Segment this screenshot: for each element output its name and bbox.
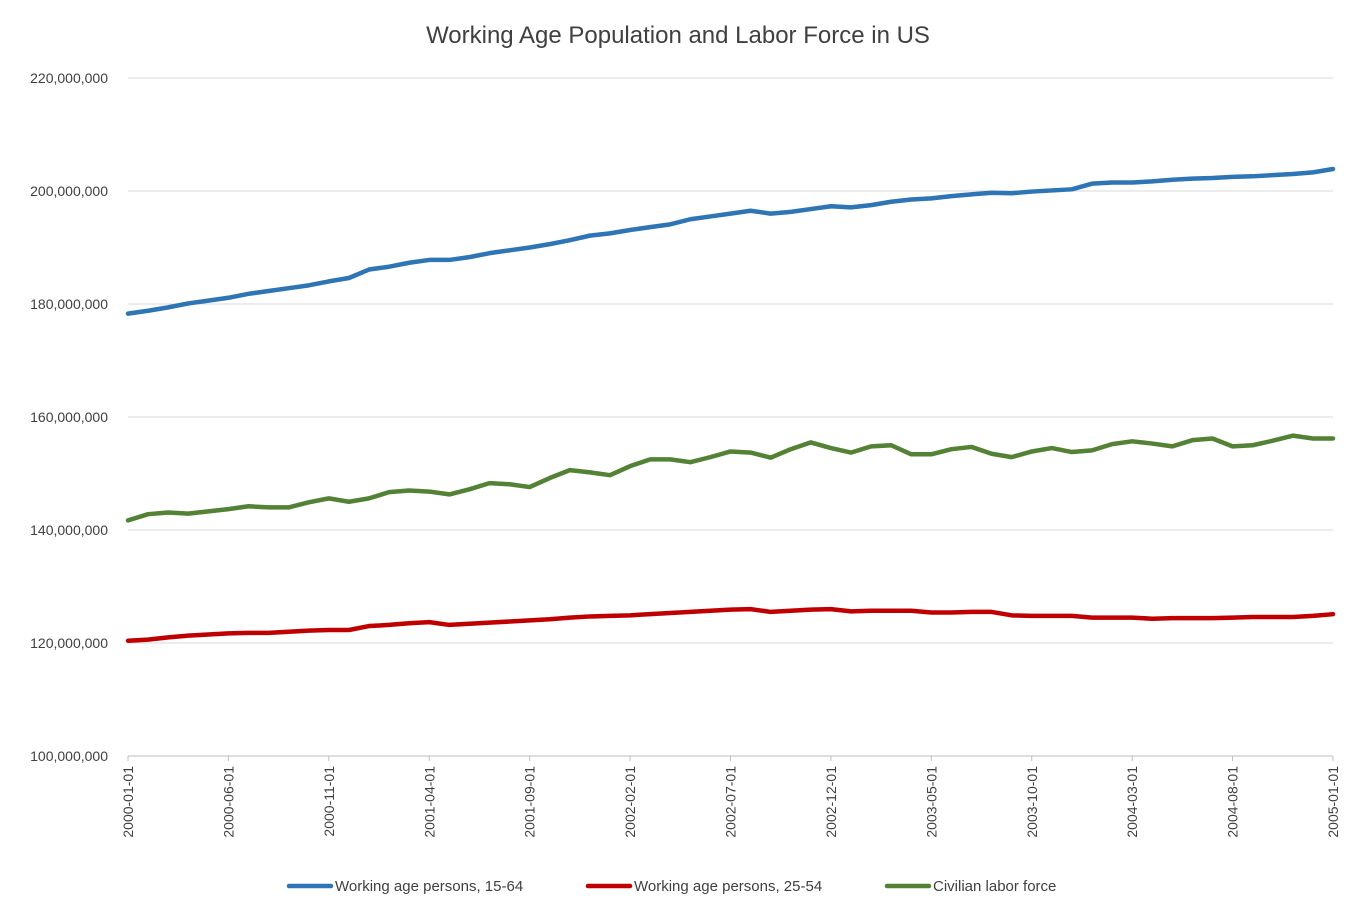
x-tick-label: 2005-01-01: [1325, 766, 1341, 838]
x-tick-label: 2002-07-01: [723, 766, 739, 838]
x-tick-label: 2000-11-01: [321, 766, 337, 837]
y-axis-tick-labels: 100,000,000 120,000,000 140,000,000 160,000…: [30, 70, 108, 764]
x-tick-label: 2002-12-01: [823, 766, 839, 838]
y-tick-label: 140,000,000: [30, 522, 108, 538]
x-tick-label: 2001-09-01: [522, 766, 538, 838]
x-tick-label: 2004-03-01: [1124, 766, 1140, 838]
x-tick-label: 2000-01-01: [120, 766, 136, 838]
legend-label-2: Working age persons, 25-54: [634, 878, 822, 895]
series-line-1: [125, 166, 1336, 316]
chart-title: Working Age Population and Labor Force i…: [426, 22, 930, 49]
gridlines: [128, 77, 1333, 757]
y-tick-label: 180,000,000: [30, 296, 108, 312]
y-tick-label: 220,000,000: [30, 70, 108, 86]
legend-label-1: Working age persons, 15-64: [335, 878, 523, 895]
y-tick-label: 160,000,000: [30, 409, 108, 425]
x-tick-label: 2002-02-01: [622, 766, 638, 838]
y-tick-label: 120,000,000: [30, 635, 108, 651]
x-tick-label: 2000-06-01: [220, 766, 236, 838]
y-tick-label: 200,000,000: [30, 183, 108, 199]
series-lines: [125, 166, 1336, 643]
y-tick-label: 100,000,000: [30, 748, 108, 764]
x-tick-label: 2001-04-01: [421, 766, 437, 838]
x-axis-tick-labels: 2000-01-01 2000-06-01 2000-11-01 2001-04-01…: [120, 756, 1341, 838]
legend: Working age persons, 15-64 Working age pe…: [286, 878, 1056, 895]
series-line-2: [125, 606, 1336, 643]
x-tick-label: 2003-10-01: [1024, 766, 1040, 838]
series-line-3: [125, 433, 1336, 523]
x-tick-label: 2003-05-01: [923, 766, 939, 838]
legend-label-3: Civilian labor force: [933, 878, 1056, 895]
x-tick-label: 2004-08-01: [1225, 766, 1241, 838]
